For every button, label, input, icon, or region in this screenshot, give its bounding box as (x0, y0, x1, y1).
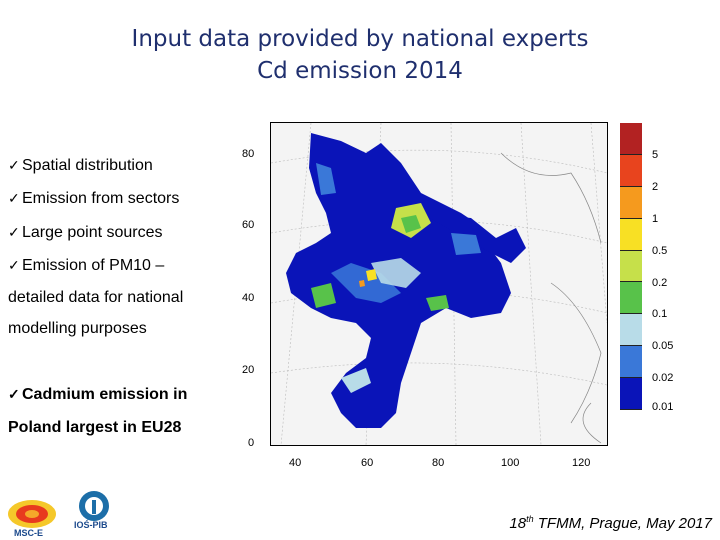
bullet-pm10: ✓ Emission of PM10 – (8, 257, 165, 274)
bullet-sectors: ✓ Emission from sectors (8, 190, 180, 207)
y-tick-40: 40 (242, 292, 255, 304)
check-icon: ✓ (8, 190, 20, 206)
iospib-logo (79, 491, 109, 521)
msce-logo (8, 500, 56, 528)
footer-text: 18th TFMM, Prague, May 2017 (509, 514, 712, 532)
slide-title: Input data provided by national experts (131, 26, 589, 52)
emission-map-svg (271, 123, 607, 445)
x-tick-60: 60 (361, 457, 374, 469)
coastlines (500, 152, 602, 444)
legend-label-1: 1 (652, 213, 659, 225)
legend-label-0.05: 0.05 (652, 340, 674, 352)
legend-swatch (620, 218, 642, 251)
check-icon: ✓ (8, 157, 20, 173)
legend-swatch (620, 346, 642, 379)
check-icon: ✓ (8, 257, 20, 273)
legend-swatch (620, 123, 642, 155)
bullet-spatial: ✓ Spatial distribution (8, 157, 153, 174)
iospib-logo-caption: IOŚ-PIB (74, 520, 108, 530)
y-tick-0: 0 (248, 437, 255, 449)
y-tick-20: 20 (242, 364, 255, 376)
legend-swatch (620, 314, 642, 347)
legend-label-5: 5 (652, 149, 659, 161)
check-icon: ✓ (8, 224, 20, 240)
x-tick-100: 100 (501, 457, 520, 469)
legend-swatch (620, 282, 642, 315)
color-legend (620, 123, 642, 411)
emission-region (286, 133, 526, 428)
legend-label-0.01: 0.01 (652, 401, 674, 413)
bullet-lps: ✓ Large point sources (8, 224, 163, 241)
legend-swatch (620, 154, 642, 187)
legend-label-0.5: 0.5 (652, 245, 668, 257)
bullet-pm10-cont1: detailed data for national (8, 289, 184, 306)
y-tick-60: 60 (242, 219, 255, 231)
legend-label-0.02: 0.02 (652, 372, 674, 384)
slide-subtitle: Cd emission 2014 (257, 58, 463, 84)
legend-label-0.1: 0.1 (652, 308, 668, 320)
y-tick-80: 80 (242, 148, 255, 160)
x-tick-120: 120 (572, 457, 591, 469)
check-icon: ✓ (8, 386, 20, 402)
legend-swatch (620, 250, 642, 283)
bullet-cadmium: ✓ Cadmium emission in (8, 386, 188, 403)
legend-swatch (620, 186, 642, 219)
emission-map (270, 122, 608, 446)
legend-label-0.2: 0.2 (652, 277, 668, 289)
x-tick-80: 80 (432, 457, 445, 469)
x-tick-40: 40 (289, 457, 302, 469)
legend-swatch (620, 378, 642, 411)
legend-label-2: 2 (652, 181, 659, 193)
bullet-cadmium-cont: Poland largest in EU28 (8, 419, 182, 436)
msce-logo-caption: MSC-E (14, 528, 43, 538)
bullet-pm10-cont2: modelling purposes (8, 320, 147, 337)
